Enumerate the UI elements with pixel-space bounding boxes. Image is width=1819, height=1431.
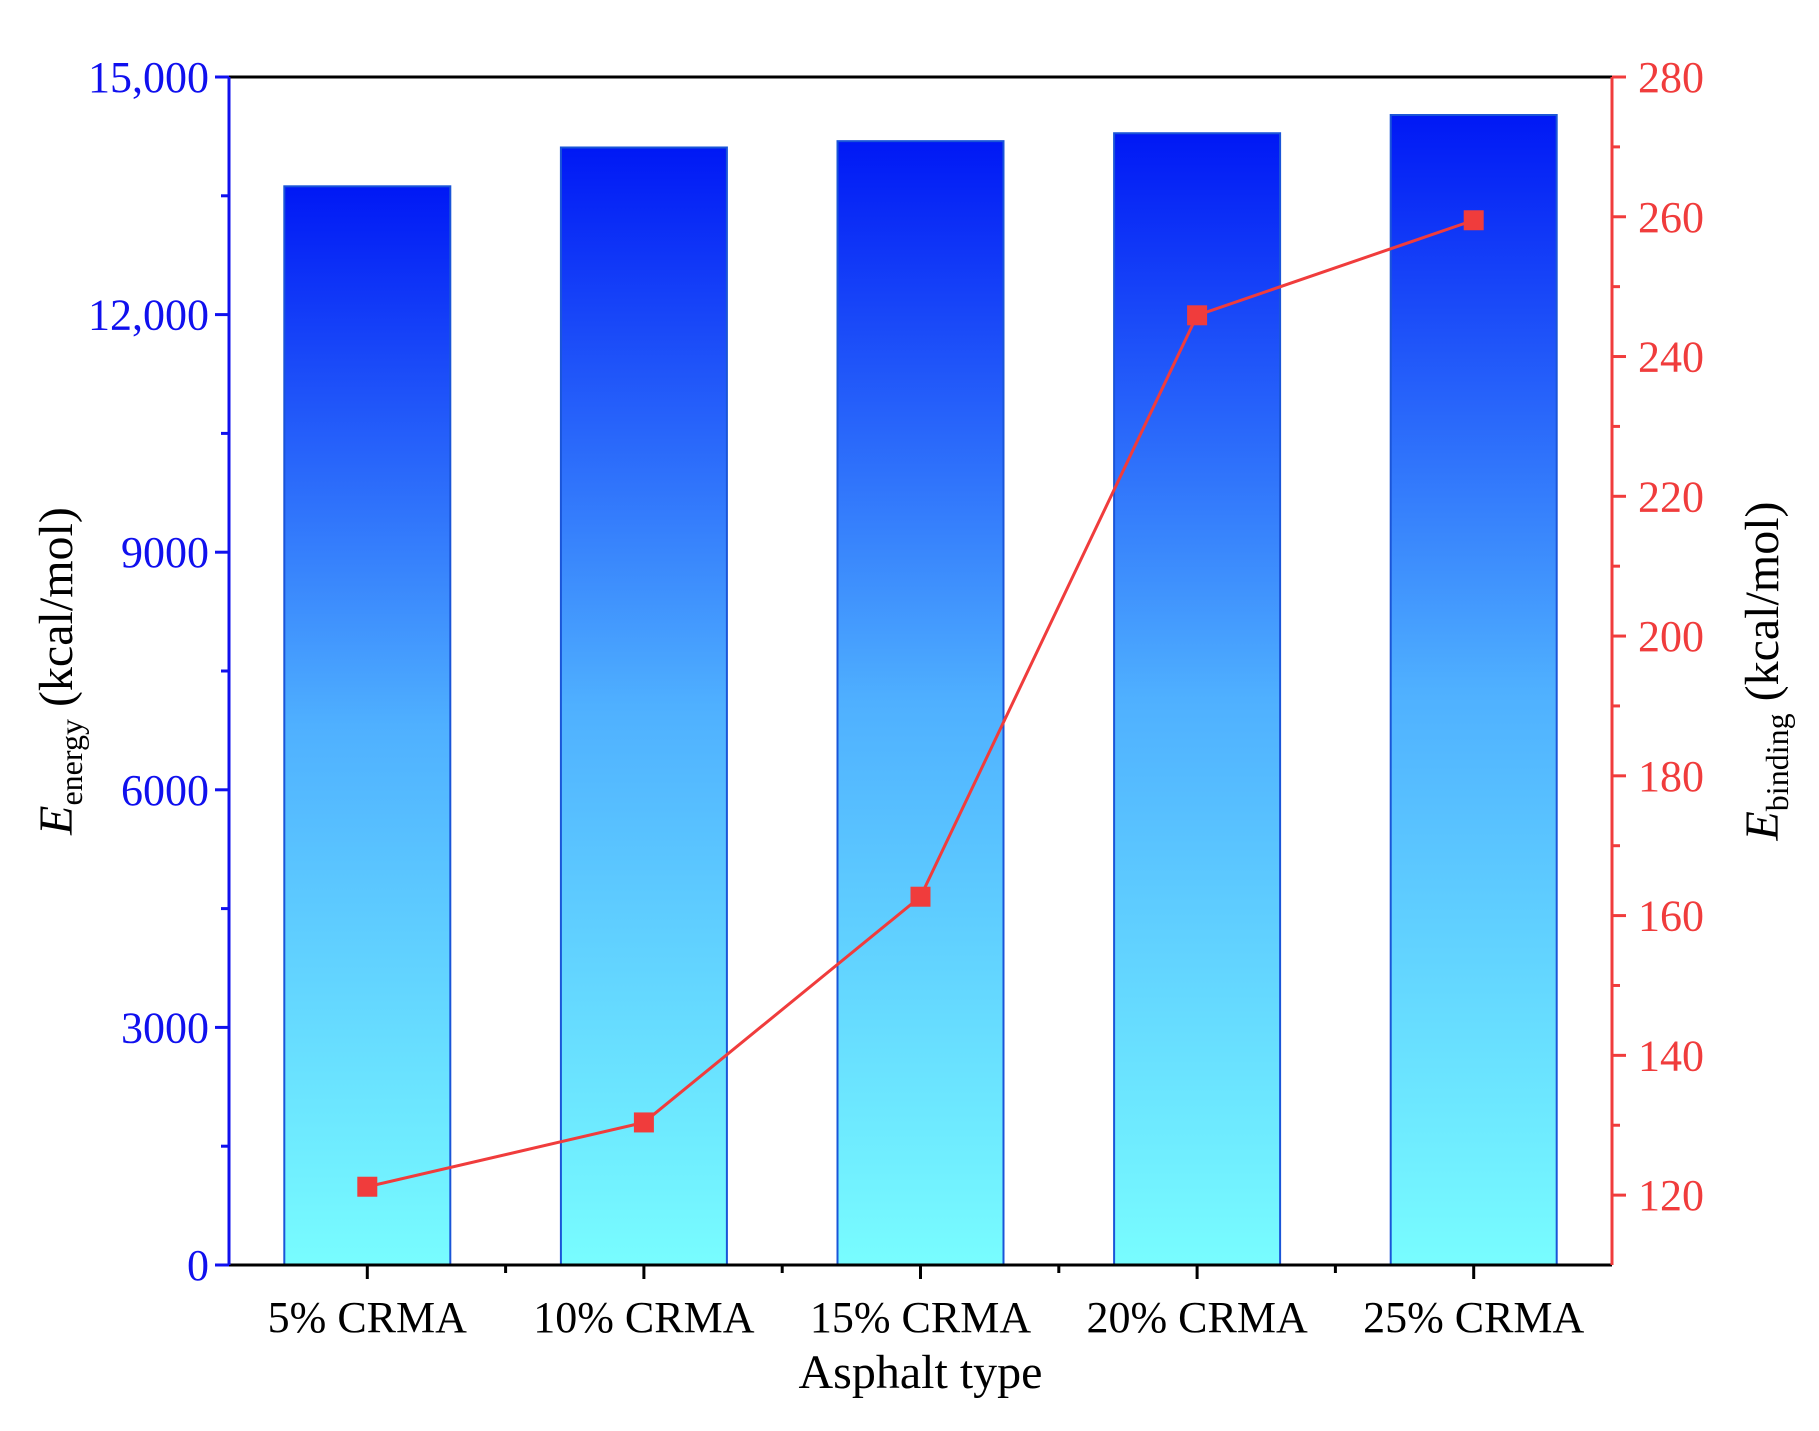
- x-axis-title: Asphalt type: [799, 1346, 1043, 1399]
- right-axis-title-subscript: binding: [1759, 713, 1795, 811]
- left-axis-title-units: (kcal/mol): [30, 507, 83, 719]
- x-tick-label: 5% CRMA: [268, 1293, 467, 1342]
- right-tick-label: 260: [1638, 193, 1704, 242]
- right-tick-label: 180: [1638, 752, 1704, 801]
- bar-5: [1389, 114, 1558, 1267]
- left-tick-label: 9000: [121, 528, 209, 577]
- bar-3: [836, 140, 1005, 1267]
- left-axis-title: Eenergy (kcal/mol): [30, 507, 89, 836]
- right-axis-title-units: (kcal/mol): [1736, 501, 1789, 713]
- right-tick-label: 140: [1638, 1031, 1704, 1080]
- left-tick-label: 6000: [121, 766, 209, 815]
- bar-4: [1113, 132, 1282, 1266]
- left-axis-title-symbol: E: [30, 806, 83, 836]
- right-axis-title: Ebinding (kcal/mol): [1736, 501, 1795, 841]
- binding-marker-1: [357, 1176, 378, 1197]
- binding-marker-4: [1187, 305, 1208, 326]
- binding-marker-2: [633, 1112, 654, 1133]
- left-tick-label: 0: [187, 1241, 209, 1290]
- binding-marker-5: [1463, 210, 1484, 231]
- x-tick-label: 20% CRMA: [1086, 1293, 1307, 1342]
- binding-marker-3: [910, 886, 931, 907]
- right-tick-label: 200: [1638, 612, 1704, 661]
- left-axis-title-subscript: energy: [53, 719, 89, 805]
- bar-2: [559, 146, 728, 1266]
- x-tick-label: 15% CRMA: [810, 1293, 1031, 1342]
- left-tick-label: 3000: [121, 1003, 209, 1052]
- right-tick-label: 120: [1638, 1171, 1704, 1220]
- bar-1: [283, 185, 452, 1266]
- x-tick-label: 25% CRMA: [1363, 1293, 1584, 1342]
- left-tick-label: 15,000: [88, 53, 209, 102]
- right-tick-label: 220: [1638, 472, 1704, 521]
- right-tick-label: 280: [1638, 53, 1704, 102]
- right-tick-label: 160: [1638, 892, 1704, 941]
- x-tick-label: 10% CRMA: [533, 1293, 754, 1342]
- left-tick-label: 12,000: [88, 291, 209, 340]
- right-axis-title-symbol: E: [1736, 811, 1789, 841]
- right-tick-label: 240: [1638, 333, 1704, 382]
